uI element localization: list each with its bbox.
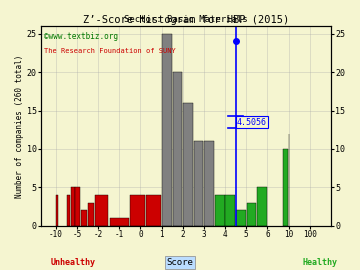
Text: Unhealthy: Unhealthy xyxy=(50,258,95,267)
Bar xyxy=(109,218,129,226)
Bar xyxy=(183,103,193,226)
Bar xyxy=(71,187,75,226)
Bar xyxy=(172,72,182,226)
Text: 4.5056: 4.5056 xyxy=(237,117,267,127)
Bar xyxy=(130,195,145,226)
Text: ©www.textbiz.org: ©www.textbiz.org xyxy=(44,32,118,41)
Bar xyxy=(288,134,289,226)
Bar xyxy=(88,202,94,226)
Bar xyxy=(162,34,172,226)
Bar xyxy=(56,195,58,226)
Bar xyxy=(204,141,214,226)
Title: Z’-Score Histogram for HBP (2015): Z’-Score Histogram for HBP (2015) xyxy=(83,15,289,25)
Bar xyxy=(95,195,108,226)
Bar xyxy=(194,141,203,226)
Bar xyxy=(215,195,225,226)
Bar xyxy=(67,195,71,226)
Bar xyxy=(257,187,267,226)
Bar xyxy=(225,195,235,226)
Y-axis label: Number of companies (260 total): Number of companies (260 total) xyxy=(15,54,24,198)
Bar xyxy=(283,149,288,226)
Bar xyxy=(81,210,87,226)
Text: Sector: Basic Materials: Sector: Basic Materials xyxy=(124,15,248,24)
Text: Score: Score xyxy=(167,258,193,267)
Text: Healthy: Healthy xyxy=(302,258,337,267)
Bar xyxy=(75,187,80,226)
Bar xyxy=(146,195,161,226)
Text: The Research Foundation of SUNY: The Research Foundation of SUNY xyxy=(44,48,176,54)
Bar xyxy=(236,210,246,226)
Bar xyxy=(247,202,256,226)
